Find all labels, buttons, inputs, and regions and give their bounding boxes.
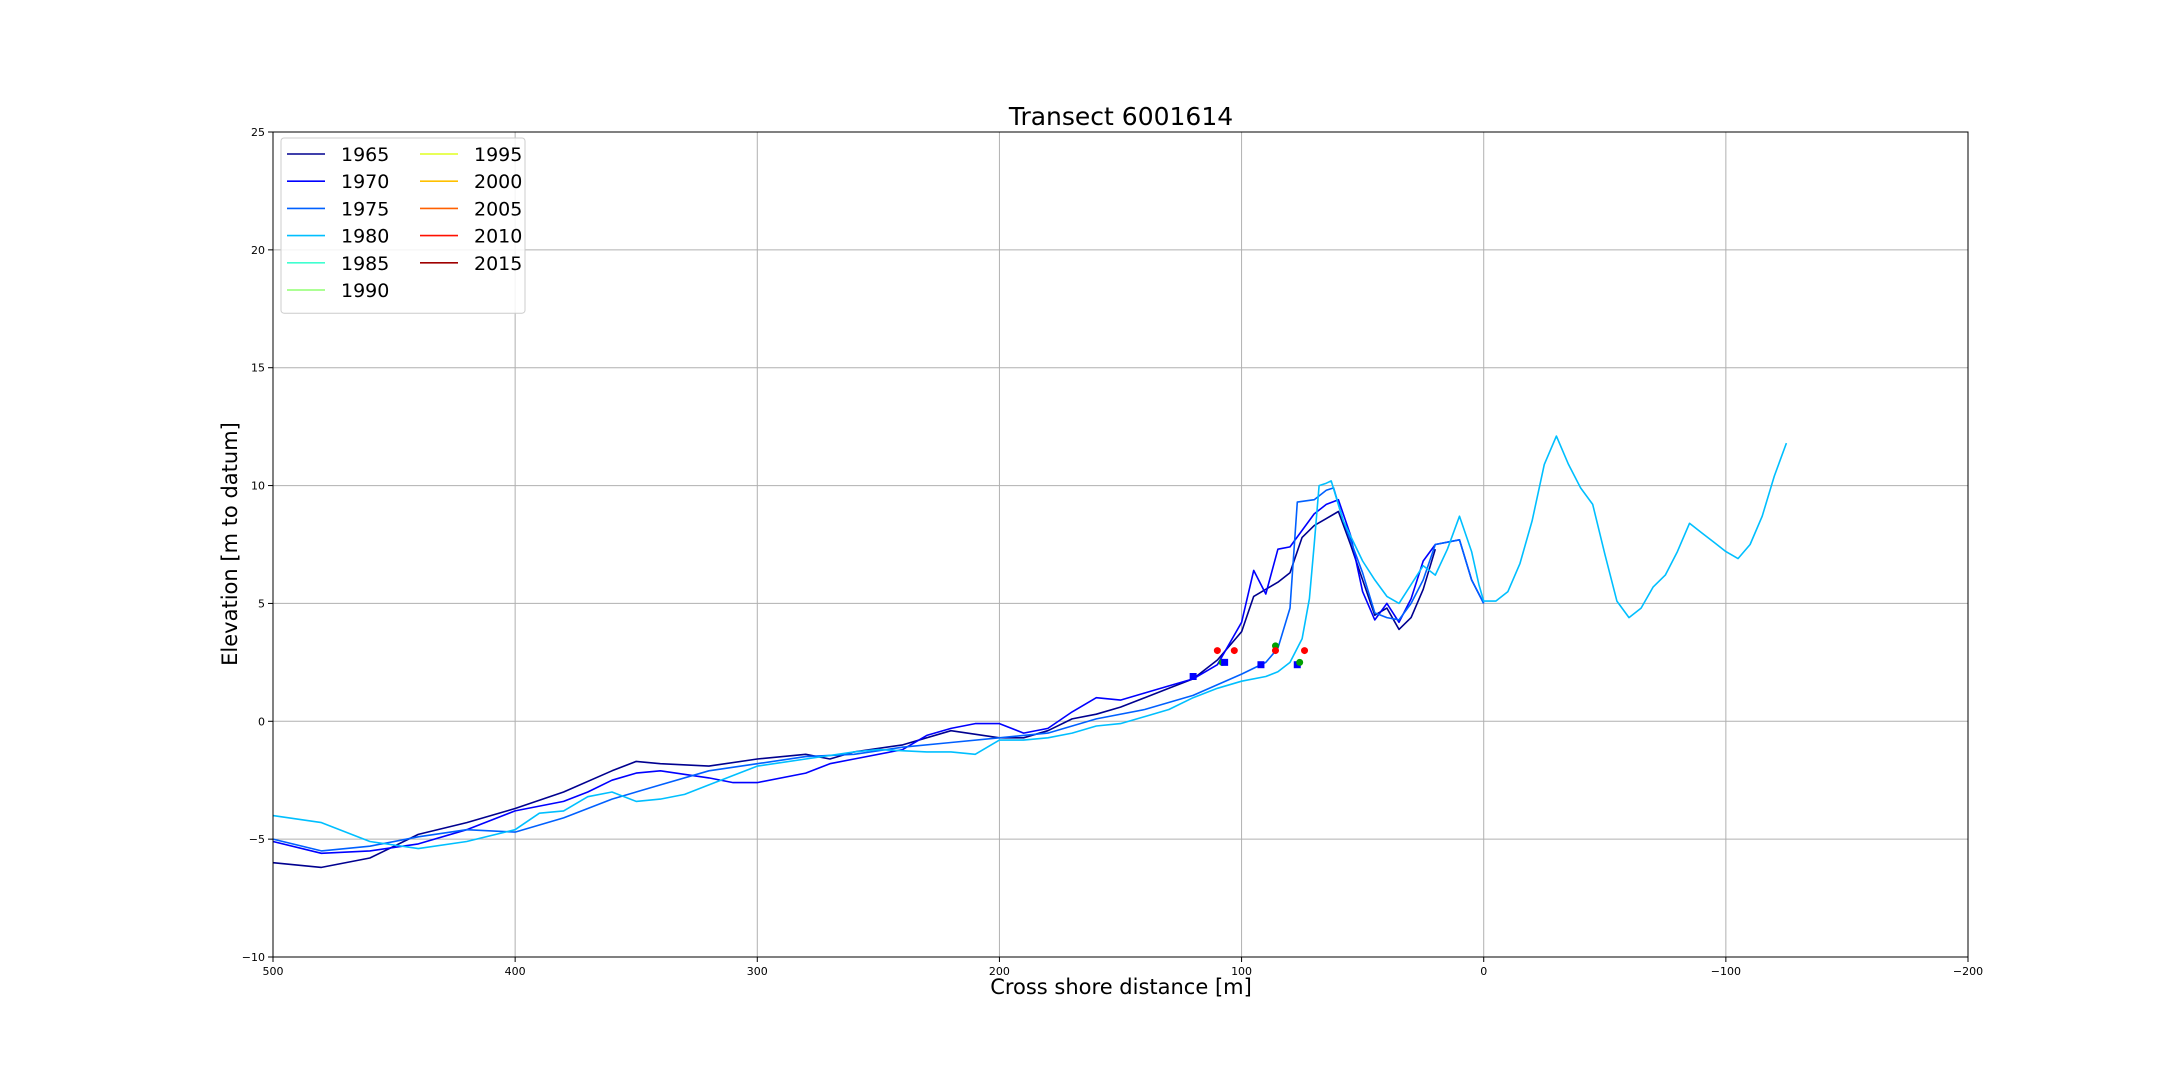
marker-square: [1189, 673, 1197, 680]
legend-label: 1970: [341, 171, 389, 193]
x-axis-ticks: 500 400 300 200 100 0 −100 −200: [263, 957, 1983, 978]
x-tick-label: −100: [1711, 965, 1741, 978]
x-axis-label: Cross shore distance [m]: [990, 975, 1252, 999]
legend-label: 1965: [341, 144, 389, 166]
y-axis-label: Elevation [m to datum]: [218, 422, 242, 666]
x-tick-label: 0: [1480, 965, 1487, 978]
legend-label: 1995: [474, 144, 522, 166]
y-tick-label: 0: [258, 715, 265, 728]
chart-title: Transect 6001614: [1008, 102, 1233, 131]
plot-frame: [272, 131, 1969, 958]
legend-label: 1975: [341, 198, 389, 220]
marker-circle: [1213, 647, 1221, 655]
marker-circle: [1296, 658, 1304, 666]
y-tick-label: 10: [251, 480, 265, 493]
series-line-1980: [272, 435, 1788, 850]
series-line-1970: [272, 498, 1485, 855]
x-tick-label: 200: [989, 965, 1010, 978]
series-layer: [272, 435, 1788, 869]
x-tick-label: −200: [1953, 965, 1983, 978]
x-tick-label: 500: [263, 965, 284, 978]
legend-label: 1980: [341, 226, 389, 248]
legend-label: 2000: [474, 171, 522, 193]
series-line-1975: [272, 487, 1485, 852]
y-tick-label: 20: [251, 244, 265, 257]
marker-circle: [1271, 647, 1279, 655]
legend-label: 1985: [341, 253, 389, 275]
legend-label: 1990: [341, 280, 389, 302]
x-tick-label: 100: [1231, 965, 1252, 978]
legend-label: 2015: [474, 253, 522, 275]
x-tick-label: 400: [505, 965, 526, 978]
marker-layer: [1189, 642, 1309, 680]
grid-layer: [272, 131, 1969, 958]
x-tick-label: 300: [747, 965, 768, 978]
y-axis-ticks: −10 −5 0 5 10 15 20 25: [242, 126, 273, 964]
marker-circle: [1301, 647, 1309, 655]
legend-label: 2010: [474, 226, 522, 248]
y-tick-label: −10: [242, 951, 265, 964]
marker-square: [1221, 658, 1229, 666]
marker-square: [1257, 661, 1265, 669]
legend-label: 2005: [474, 198, 522, 220]
y-tick-label: 15: [251, 362, 265, 375]
y-tick-label: −5: [249, 833, 265, 846]
y-tick-label: 5: [258, 597, 265, 610]
legend: 1965 1970 1975 1980 1985 1990 1995 2000 2005 2010…: [280, 137, 526, 314]
y-tick-label: 25: [251, 126, 265, 139]
series-line-1965: [272, 510, 1437, 869]
legend-box: [280, 137, 526, 314]
marker-circle: [1230, 647, 1238, 655]
